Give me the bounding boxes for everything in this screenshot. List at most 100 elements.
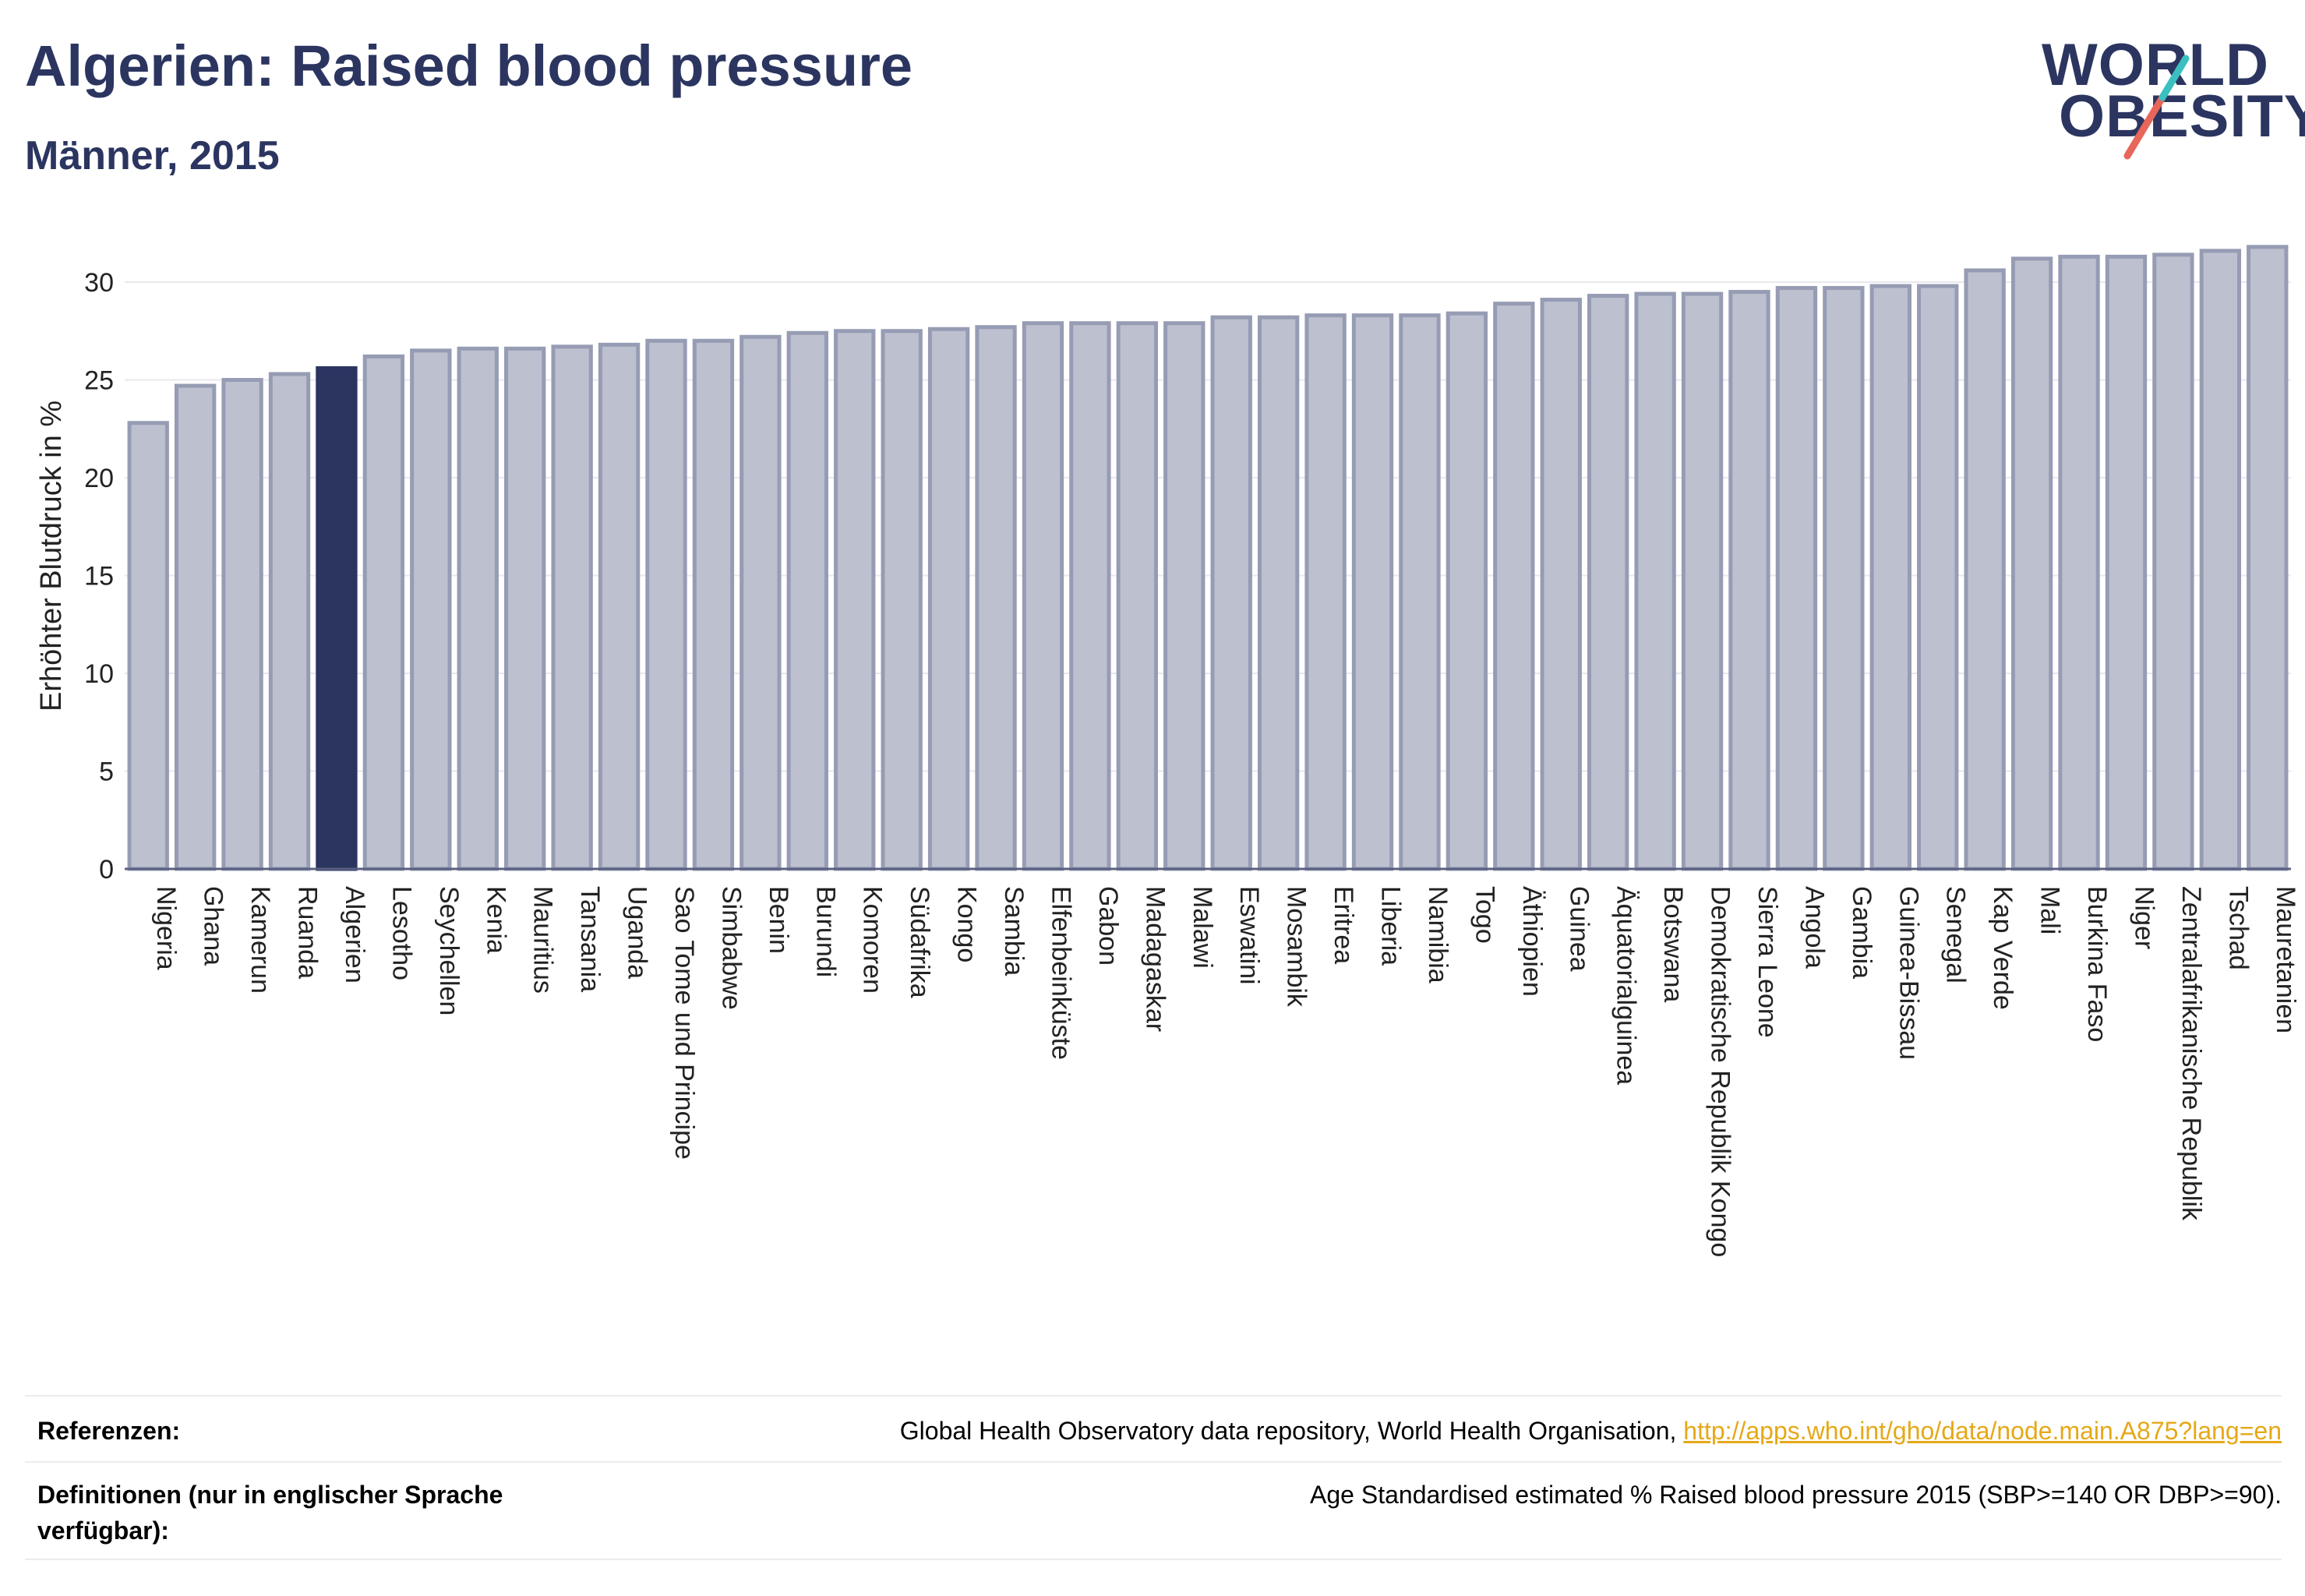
y-axis-label: Erhöhter Blutdruck in %: [35, 401, 68, 711]
bar: [2010, 256, 2053, 871]
y-tick-label: 5: [99, 757, 114, 787]
bar: [1540, 298, 1582, 871]
x-tick-label: Simbabwe: [716, 886, 746, 1010]
bar: [174, 383, 217, 871]
x-tick-label: Botswana: [1658, 886, 1688, 1002]
x-tick-label: Togo: [1470, 886, 1499, 944]
bar: [927, 327, 970, 871]
page-subtitle: Männer, 2015: [25, 133, 280, 178]
x-tick-label: Eritrea: [1329, 886, 1358, 964]
definitions-text: Age Standardised estimated % Raised bloo…: [1310, 1481, 2282, 1509]
x-tick-label: Sambia: [999, 886, 1029, 976]
bar: [1587, 294, 1629, 871]
bar: [504, 346, 546, 871]
x-tick-label: Kongo: [952, 886, 982, 962]
x-tick-label: Eswatini: [1234, 886, 1264, 985]
x-tick-label: Namibia: [1423, 886, 1453, 983]
bar: [1917, 284, 1959, 871]
x-tick-label: Gabon: [1093, 886, 1123, 966]
logo-line-1: WORLD: [2042, 32, 2270, 98]
x-tick-label: Mauritius: [528, 886, 558, 994]
bar: [221, 378, 263, 871]
references-text: Global Health Observatory data repositor…: [900, 1417, 2282, 1446]
bar: [1116, 321, 1159, 871]
references-link[interactable]: http://apps.who.int/gho/data/node.main.A…: [1683, 1417, 2282, 1445]
bar: [645, 338, 687, 871]
definitions-label: Definitionen (nur in englischer Sprache …: [37, 1481, 503, 1545]
y-tick-label: 10: [84, 659, 114, 689]
logo-slash-icon: [2123, 55, 2190, 160]
bar: [1681, 291, 1724, 871]
x-tick-label: Senegal: [1941, 886, 1971, 983]
bar: [1493, 302, 1535, 871]
x-tick-label: Äthiopien: [1517, 886, 1547, 997]
x-tick-label: Ruanda: [293, 886, 323, 979]
x-tick-label: Kenia: [481, 886, 510, 954]
x-tick-label: Burkina Faso: [2082, 886, 2112, 1042]
footer-divider: [25, 1461, 2282, 1463]
x-tick-label: Kap Verde: [1988, 886, 2017, 1010]
x-tick-label: Algerien: [340, 886, 369, 983]
bar: [316, 365, 358, 871]
x-tick-label: Lesotho: [387, 886, 416, 980]
bar: [1304, 313, 1347, 871]
x-tick-label: Demokratische Republik Kongo: [1706, 886, 1735, 1257]
x-tick-label: Niger: [2129, 886, 2159, 949]
bar: [1257, 315, 1300, 871]
bar: [1022, 321, 1064, 871]
y-tick-label: 15: [84, 562, 114, 591]
bar-chart: 0 5 10 15 20 25 30 Erhöhter Blutdruck in % Niger…: [35, 245, 2300, 1257]
x-tick-label: Tansania: [575, 886, 605, 992]
x-tick-label: Nigeria: [151, 886, 181, 970]
bar: [1445, 311, 1488, 871]
references-label: Referenzen:: [37, 1417, 181, 1445]
footer-divider: [25, 1395, 2282, 1396]
x-tick-label: Guinea-Bissau: [1894, 886, 1923, 1060]
bar: [2247, 245, 2289, 871]
x-tick-label: Mosambik: [1282, 886, 1311, 1008]
x-tick-label: Benin: [764, 886, 793, 954]
logo-line-2: OBESITY: [2059, 83, 2305, 150]
bar: [1210, 315, 1252, 871]
x-tick-label: Angola: [1799, 886, 1829, 969]
x-tick-label: Uganda: [623, 886, 652, 979]
x-tick-label: Kamerun: [245, 886, 275, 994]
x-tick-label: Seychellen: [434, 886, 464, 1015]
bar: [268, 372, 311, 871]
x-tick-label: Madagaskar: [1140, 886, 1170, 1032]
x-tick-label: Sao Tome und Principe: [669, 886, 699, 1160]
bar: [975, 325, 1017, 871]
bar: [1399, 313, 1441, 871]
x-tick-label: Komoren: [858, 886, 888, 994]
bar: [740, 334, 782, 871]
x-tick-label: Tschad: [2223, 886, 2253, 970]
x-tick-label: Guinea: [1564, 886, 1594, 972]
world-obesity-logo[interactable]: WORLD OBESITY: [2026, 31, 2305, 171]
bar: [834, 329, 876, 871]
bar: [1869, 284, 1911, 871]
x-tick-label: Ghana: [199, 886, 228, 966]
y-tick-label: 25: [84, 366, 114, 396]
bar: [1069, 321, 1111, 871]
x-tick-label: Malawi: [1188, 886, 1217, 969]
x-tick-label: Mali: [2035, 886, 2065, 934]
y-tick-label: 0: [99, 855, 114, 885]
bar: [551, 344, 593, 871]
x-tick-label: Liberia: [1376, 886, 1406, 966]
bar: [1728, 290, 1770, 871]
bar: [881, 329, 923, 871]
bar: [1634, 291, 1676, 871]
y-tick-label: 20: [84, 464, 114, 493]
y-tick-label: 30: [84, 268, 114, 298]
bar: [410, 348, 452, 871]
bar: [1351, 313, 1394, 871]
x-tick-label: Elfenbeinküste: [1046, 886, 1075, 1060]
references-source: Global Health Observatory data repositor…: [899, 1417, 1684, 1445]
x-tick-label: Gambia: [1847, 886, 1876, 979]
bar: [362, 354, 405, 871]
bar: [692, 338, 735, 871]
footer-divider: [25, 1559, 2282, 1560]
bar: [457, 346, 499, 871]
bar: [1823, 286, 1865, 871]
x-tick-label: Äquatorialguinea: [1611, 886, 1641, 1085]
